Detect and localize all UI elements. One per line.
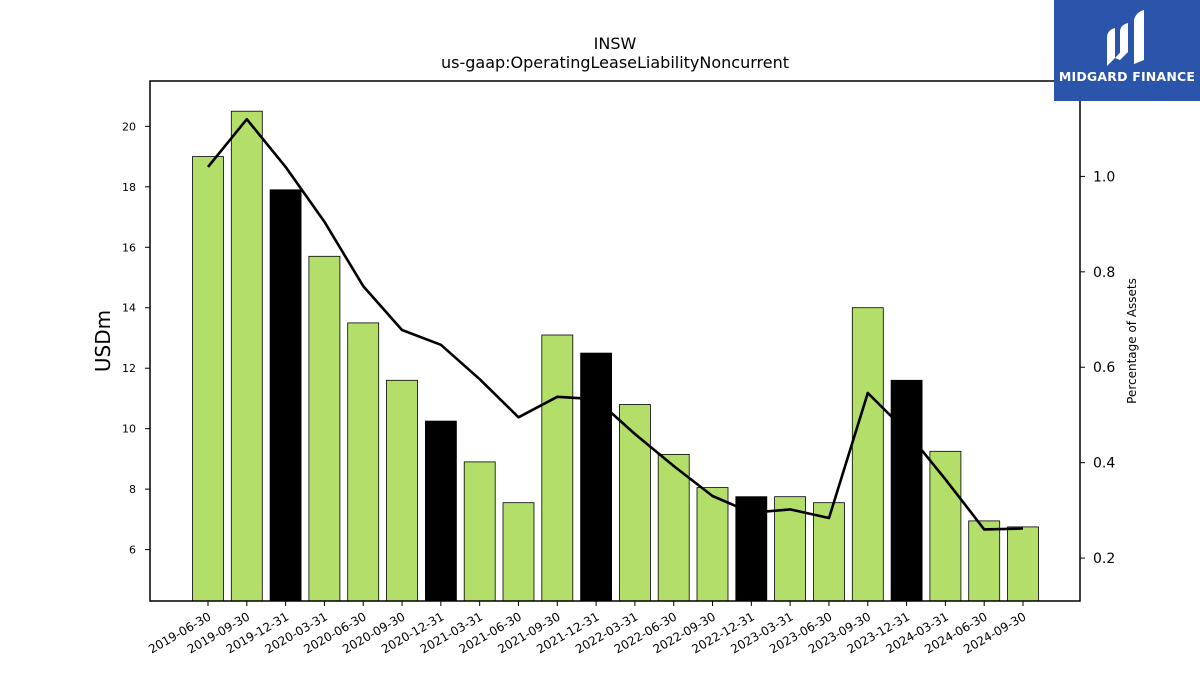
brand-logo: MIDGARD FINANCE: [1054, 0, 1200, 101]
chart-subtitle: us-gaap:OperatingLeaseLiabilityNoncurren…: [441, 53, 789, 72]
bar: [813, 502, 845, 602]
bar: [968, 520, 1001, 602]
y2-tick-label: 0.6: [1093, 360, 1115, 376]
right-y-axis: 0.2 0.4 0.6 0.8 1.0: [1080, 169, 1115, 567]
y2-tick-label: 0.8: [1093, 265, 1115, 281]
left-y-axis: 6 8 10 12 14 16 18 20: [122, 120, 150, 557]
bar: [424, 420, 457, 602]
y-tick-label: 10: [122, 423, 136, 436]
y2-axis-label: Percentage of Assets: [1125, 278, 1139, 404]
bar: [386, 379, 418, 602]
line-path: [206, 117, 1024, 531]
bar: [347, 322, 380, 602]
y-tick-label: 8: [129, 483, 136, 496]
bar: [308, 255, 341, 602]
bar: [230, 110, 263, 602]
bar: [929, 450, 962, 602]
bar: [774, 496, 806, 602]
bar: [890, 379, 923, 602]
bar: [1007, 526, 1039, 602]
y2-tick-label: 0.2: [1093, 551, 1115, 567]
logo-mark-icon: [1107, 10, 1144, 66]
bar: [580, 352, 612, 602]
bar: [463, 461, 496, 602]
line-series: [206, 117, 1024, 531]
y-tick-label: 14: [122, 302, 136, 315]
bar: [269, 189, 302, 602]
y-axis-label: USDm: [91, 310, 115, 372]
bar: [502, 502, 535, 602]
y-tick-label: 16: [122, 241, 136, 254]
bar: [192, 156, 224, 602]
chart-title: INSW: [594, 34, 637, 53]
bar: [541, 334, 574, 602]
bar-series: [192, 110, 1039, 602]
bar: [657, 453, 690, 602]
y-tick-label: 12: [122, 362, 136, 375]
y2-tick-label: 0.4: [1093, 456, 1115, 472]
y2-tick-label: 1.0: [1093, 169, 1115, 185]
y-tick-label: 18: [122, 181, 136, 194]
plot-frame: [149, 80, 1081, 602]
x-axis: 2019-06-302019-09-302019-12-312020-03-31…: [146, 601, 1029, 656]
bar: [735, 496, 768, 602]
bar: [696, 487, 729, 602]
logo-text: MIDGARD FINANCE: [1058, 69, 1196, 84]
y-tick-label: 20: [122, 120, 136, 133]
y-tick-label: 6: [129, 544, 136, 557]
bar: [619, 404, 651, 602]
bar: [851, 307, 884, 602]
